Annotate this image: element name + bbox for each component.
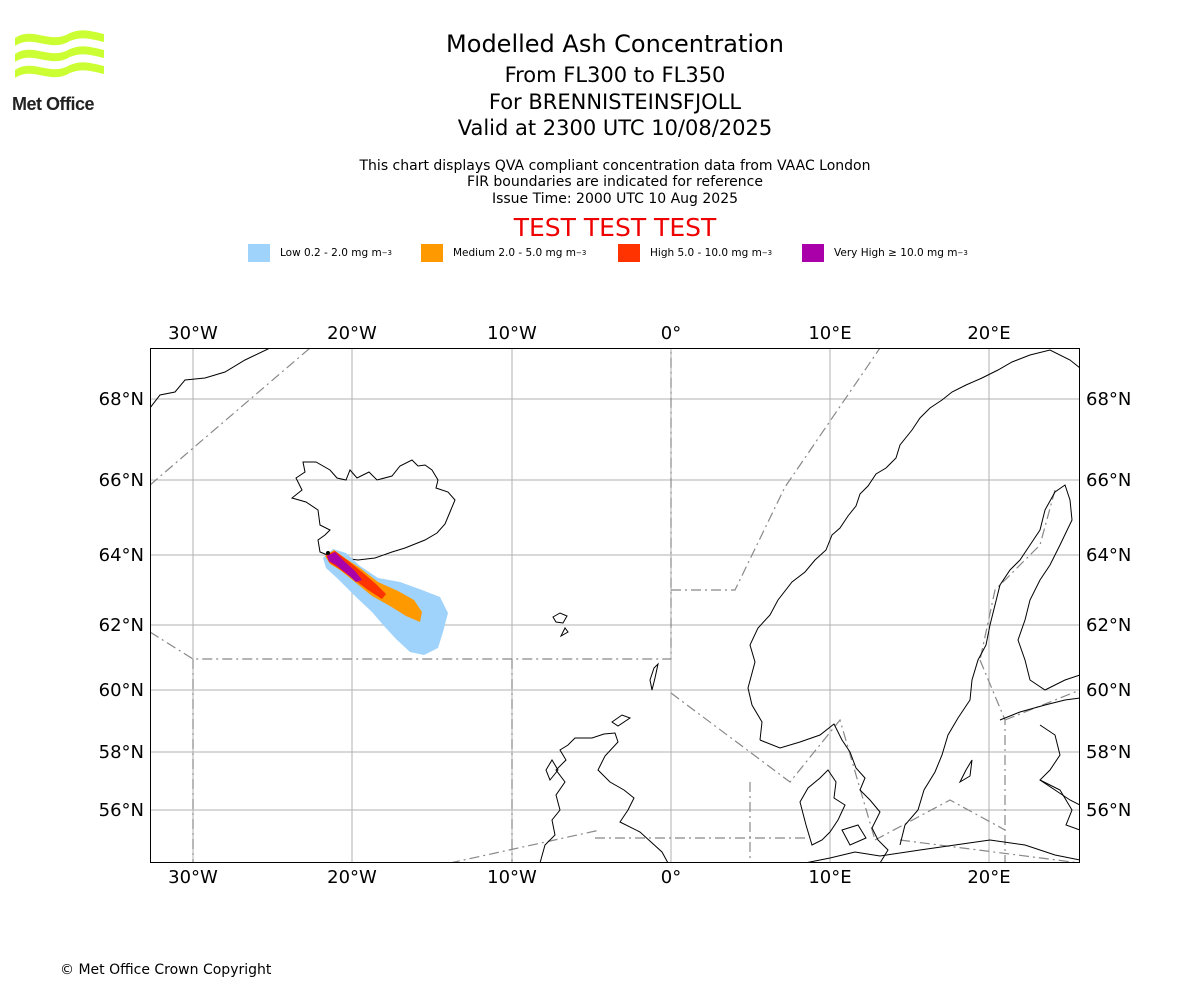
legend-label-high: High 5.0 - 10.0 mg m xyxy=(650,247,762,259)
lon-tick-label: 20°E xyxy=(967,867,1010,888)
lat-tick-label: 58°N xyxy=(99,742,144,763)
lat-tick-label: 58°N xyxy=(1086,742,1131,763)
legend-swatch-medium xyxy=(421,244,443,262)
lon-tick-label: 10°E xyxy=(808,323,851,344)
legend-item-low: Low 0.2 - 2.0 mg m −3 xyxy=(248,244,392,262)
lat-tick-label: 68°N xyxy=(99,389,144,410)
lat-tick-label: 56°N xyxy=(99,800,144,821)
lat-tick-label: 64°N xyxy=(1086,545,1131,566)
subtitle-line-3: Issue Time: 2000 UTC 10 Aug 2025 xyxy=(491,191,739,207)
lat-tick-label: 60°N xyxy=(1086,680,1131,701)
lon-tick-label: 20°W xyxy=(327,867,377,888)
subtitle-line-2: FIR boundaries are indicated for referen… xyxy=(467,174,763,190)
flight-levels: From FL300 to FL350 xyxy=(504,63,726,87)
lon-tick-label: 0° xyxy=(661,867,681,888)
lon-tick-label: 10°W xyxy=(487,323,537,344)
legend-label-low: Low 0.2 - 2.0 mg m xyxy=(280,247,382,259)
copyright-notice: © Met Office Crown Copyright xyxy=(60,962,272,978)
ash-plume xyxy=(323,549,448,655)
met-office-waves-icon xyxy=(15,30,104,78)
met-office-logo: Met Office xyxy=(12,28,112,115)
lon-tick-label: 10°E xyxy=(808,867,851,888)
volcano-location-marker xyxy=(326,551,330,555)
lon-ticks-top: 30°W 20°W 10°W 0° 10°E 20°E xyxy=(168,323,1010,344)
legend-item-medium: Medium 2.0 - 5.0 mg m −3 xyxy=(421,244,586,262)
logo-text: Met Office xyxy=(12,94,95,114)
lat-ticks-right: 68°N 66°N 64°N 62°N 60°N 58°N 56°N xyxy=(1086,389,1131,821)
lat-tick-label: 66°N xyxy=(99,470,144,491)
map-gridlines xyxy=(150,348,1080,863)
legend-swatch-very-high xyxy=(802,244,824,262)
lon-tick-label: 30°W xyxy=(168,323,218,344)
subtitle-line-1: This chart displays QVA compliant concen… xyxy=(359,158,871,174)
lat-tick-label: 66°N xyxy=(1086,470,1131,491)
legend-unit-exp-low: −3 xyxy=(381,249,393,257)
legend-label-medium: Medium 2.0 - 5.0 mg m xyxy=(453,247,576,259)
lat-ticks-left: 68°N 66°N 64°N 62°N 60°N 58°N 56°N xyxy=(99,389,144,821)
volcano-name: For BRENNISTEINSFJOLL xyxy=(488,90,742,114)
lon-ticks-bottom: 30°W 20°W 10°W 0° 10°E 20°E xyxy=(168,867,1010,888)
lon-tick-label: 0° xyxy=(661,323,681,344)
coastlines xyxy=(150,348,1080,863)
lat-tick-label: 56°N xyxy=(1086,800,1131,821)
chart-title: Modelled Ash Concentration xyxy=(446,30,784,58)
valid-time: Valid at 2300 UTC 10/08/2025 xyxy=(457,116,773,140)
ash-area-very-high xyxy=(327,552,362,582)
lon-tick-label: 20°W xyxy=(327,323,377,344)
lon-tick-label: 30°W xyxy=(168,867,218,888)
map-frame xyxy=(150,348,1080,863)
lat-tick-label: 68°N xyxy=(1086,389,1131,410)
legend-item-high: High 5.0 - 10.0 mg m −3 xyxy=(618,244,772,262)
legend-unit-exp-very-high: −3 xyxy=(957,249,968,257)
legend-label-very-high: Very High ≥ 10.0 mg m xyxy=(834,247,958,259)
lat-tick-label: 60°N xyxy=(99,680,144,701)
fir-boundaries xyxy=(150,348,1080,863)
lat-tick-label: 64°N xyxy=(99,545,144,566)
lat-tick-label: 62°N xyxy=(1086,615,1131,636)
legend-item-very-high: Very High ≥ 10.0 mg m −3 xyxy=(802,244,968,262)
lon-tick-label: 10°W xyxy=(487,867,537,888)
test-banner: TEST TEST TEST xyxy=(513,213,717,242)
legend-unit-exp-medium: −3 xyxy=(575,249,587,257)
legend-unit-exp-high: −3 xyxy=(761,249,773,257)
legend-swatch-high xyxy=(618,244,640,262)
lon-tick-label: 20°E xyxy=(967,323,1010,344)
legend-swatch-low xyxy=(248,244,270,262)
lat-tick-label: 62°N xyxy=(99,615,144,636)
